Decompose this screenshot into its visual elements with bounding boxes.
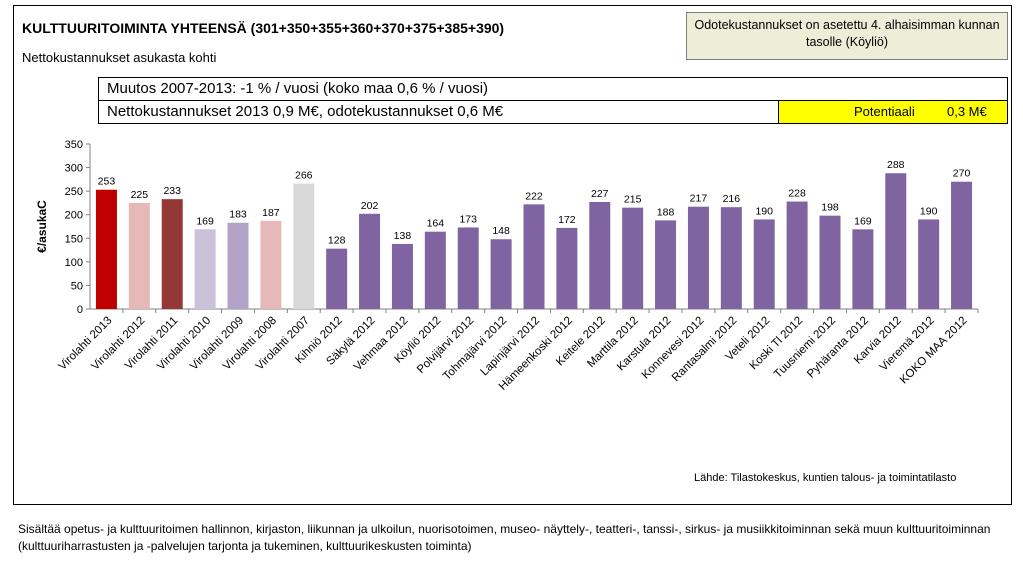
data-label: 217 [690, 193, 708, 205]
data-label: 215 [624, 194, 642, 206]
data-label: 253 [98, 176, 116, 188]
bar [720, 207, 742, 309]
costs-text: Nettokustannukset 2013 0,9 M€, odotekust… [107, 103, 504, 120]
y-tick-label: 300 [65, 163, 83, 175]
data-label: 188 [657, 206, 675, 218]
bar [260, 220, 282, 309]
bar [326, 248, 348, 309]
data-label: 169 [196, 215, 214, 227]
data-label: 225 [131, 189, 149, 201]
data-label: 187 [262, 207, 280, 219]
potential-cell: Potentiaali 0,3 M€ [778, 101, 1007, 123]
bar [951, 181, 973, 309]
data-label: 183 [229, 209, 247, 221]
chart-frame [13, 5, 1012, 505]
bar [622, 207, 644, 309]
bar [128, 202, 150, 309]
data-label: 190 [920, 205, 938, 217]
y-tick-label: 350 [65, 139, 83, 151]
y-tick-label: 200 [65, 210, 83, 222]
category-label: Polvijärvi 2012 [415, 315, 476, 376]
page-title: KULTTUURITOIMINTA YHTEENSÄ (301+350+355+… [22, 20, 505, 36]
note-box: Odotekustannukset on asetettu 4. alhaisi… [686, 12, 1008, 60]
bar [753, 219, 775, 309]
bar [556, 227, 578, 309]
data-label: 228 [788, 188, 806, 200]
potential-value: 0,3 M€ [947, 104, 987, 119]
bar [819, 215, 841, 309]
bar [523, 204, 545, 309]
bar [687, 206, 709, 309]
category-label: Lapinjärvi 2012 [478, 315, 542, 379]
bar [918, 219, 940, 309]
info-row-costs: Nettokustannukset 2013 0,9 M€, odotekust… [99, 101, 1007, 123]
y-tick-label: 50 [71, 280, 83, 292]
data-label: 266 [295, 170, 313, 182]
bar [95, 189, 117, 309]
bar [655, 220, 677, 309]
bar [589, 201, 611, 309]
data-label: 222 [525, 190, 543, 202]
data-label: 190 [755, 205, 773, 217]
change-text: Muutos 2007-2013: -1 % / vuosi (koko maa… [107, 80, 489, 97]
data-label: 172 [558, 214, 576, 226]
data-label: 216 [723, 193, 741, 205]
y-tick-label: 250 [65, 186, 83, 198]
potential-label: Potentiaali [854, 104, 915, 119]
bar [194, 229, 216, 309]
data-label: 148 [492, 225, 510, 237]
data-label: 128 [328, 235, 346, 247]
data-label: 198 [821, 202, 839, 214]
bar [293, 183, 315, 309]
bar [786, 201, 808, 309]
info-table: Muutos 2007-2013: -1 % / vuosi (koko maa… [98, 77, 1008, 124]
data-label: 173 [459, 213, 477, 225]
bar [391, 243, 413, 309]
bar [424, 231, 446, 309]
y-tick-label: 0 [77, 304, 83, 316]
bar [490, 239, 512, 309]
source-note: Lähde: Tilastokeskus, kuntien talous- ja… [694, 472, 957, 484]
bar [885, 173, 907, 309]
footer-note: Sisältää opetus- ja kulttuuritoimen hall… [18, 522, 991, 553]
bar [457, 227, 479, 309]
bar [852, 229, 874, 309]
bar [161, 199, 183, 309]
y-axis-label: €/asukaC [35, 200, 49, 253]
data-label: 169 [854, 215, 872, 227]
data-label: 227 [591, 188, 609, 200]
page-subtitle: Nettokustannukset asukasta kohti [22, 50, 217, 65]
y-tick-label: 150 [65, 233, 83, 245]
data-label: 270 [953, 168, 971, 180]
bar-chart: 050100150200250300350€/asukaC253Virolaht… [35, 139, 979, 393]
y-tick-label: 100 [65, 257, 83, 269]
bar [227, 222, 249, 309]
info-row-change: Muutos 2007-2013: -1 % / vuosi (koko maa… [99, 78, 1007, 101]
data-label: 138 [394, 230, 412, 242]
data-label: 288 [887, 159, 905, 171]
bar [359, 213, 381, 309]
data-label: 202 [361, 200, 379, 212]
data-label: 164 [427, 218, 445, 230]
data-label: 233 [163, 185, 181, 197]
